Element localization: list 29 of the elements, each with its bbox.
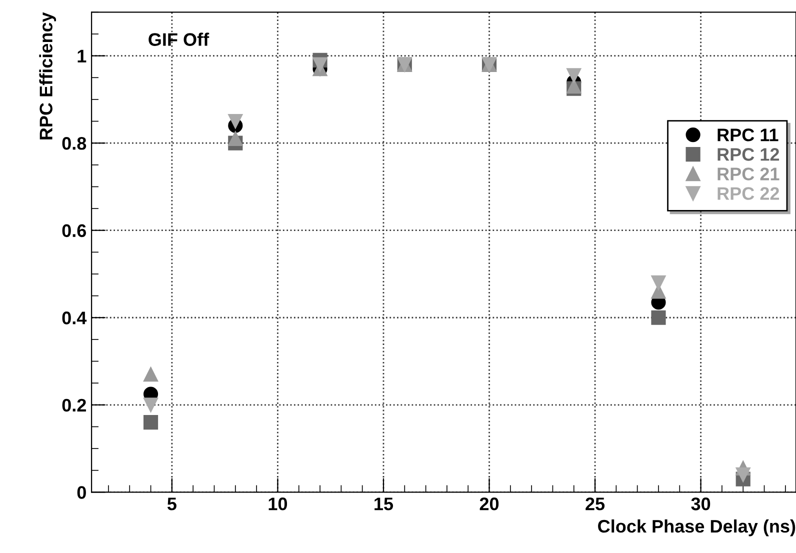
point	[312, 57, 328, 72]
x-tick-label: 5	[167, 498, 176, 510]
x-tick-label: 30	[691, 498, 710, 510]
y-tick-label: 0.2	[62, 398, 86, 412]
point	[651, 310, 666, 325]
annotation: GIF Off	[148, 32, 210, 46]
point	[143, 415, 158, 430]
legend-label: RPC 12	[718, 148, 780, 161]
x-axis-title: Clock Phase Delay (ns)	[598, 519, 796, 536]
x-tick-label: 20	[480, 498, 499, 510]
x-tick-label: 25	[586, 498, 605, 510]
x-tick-label: 15	[374, 498, 394, 510]
point	[143, 398, 158, 412]
y-tick-label: 0.8	[62, 137, 86, 150]
legend-label: RPC 11	[718, 128, 778, 142]
point	[228, 131, 243, 146]
y-tick-label: 0.6	[62, 224, 86, 238]
point	[143, 367, 158, 382]
y-tick-label: 0	[77, 486, 86, 499]
legend-label: RPC 22	[718, 187, 780, 200]
point	[228, 114, 243, 129]
y-tick-label: 1	[78, 50, 86, 62]
legend-label: RPC 21	[718, 168, 780, 180]
y-tick-label: 0.4	[62, 312, 87, 324]
point	[736, 467, 750, 482]
y-axis-title: RPC Efficiency	[39, 12, 56, 140]
x-tick-label: 10	[268, 498, 288, 510]
point	[651, 275, 666, 290]
point	[566, 68, 582, 83]
